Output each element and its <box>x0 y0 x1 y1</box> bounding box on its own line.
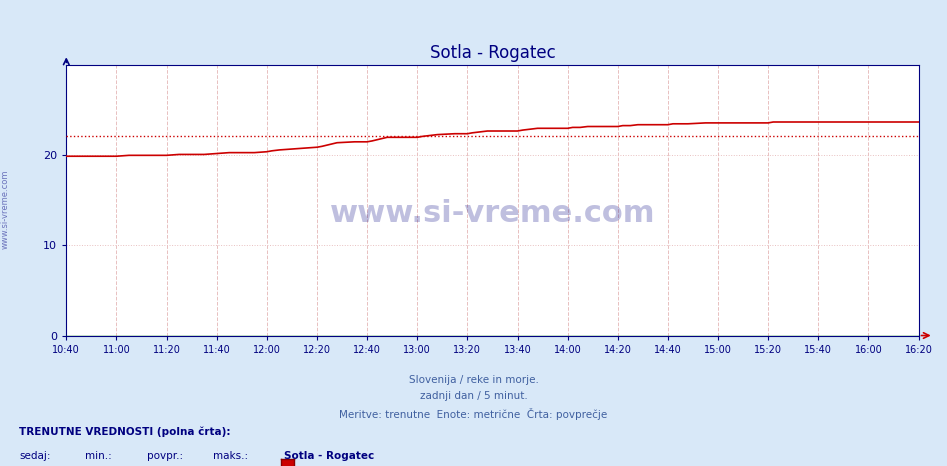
Text: maks.:: maks.: <box>213 451 248 460</box>
Text: Slovenija / reke in morje.
zadnji dan / 5 minut.
Meritve: trenutne  Enote: metri: Slovenija / reke in morje. zadnji dan / … <box>339 375 608 420</box>
Title: Sotla - Rogatec: Sotla - Rogatec <box>430 44 555 62</box>
Text: sedaj:: sedaj: <box>19 451 50 460</box>
Text: TRENUTNE VREDNOSTI (polna črta):: TRENUTNE VREDNOSTI (polna črta): <box>19 426 230 437</box>
Text: www.si-vreme.com: www.si-vreme.com <box>330 199 655 228</box>
Text: min.:: min.: <box>85 451 112 460</box>
Text: www.si-vreme.com: www.si-vreme.com <box>0 170 9 249</box>
Text: povpr.:: povpr.: <box>147 451 183 460</box>
Text: Sotla - Rogatec: Sotla - Rogatec <box>284 451 374 460</box>
